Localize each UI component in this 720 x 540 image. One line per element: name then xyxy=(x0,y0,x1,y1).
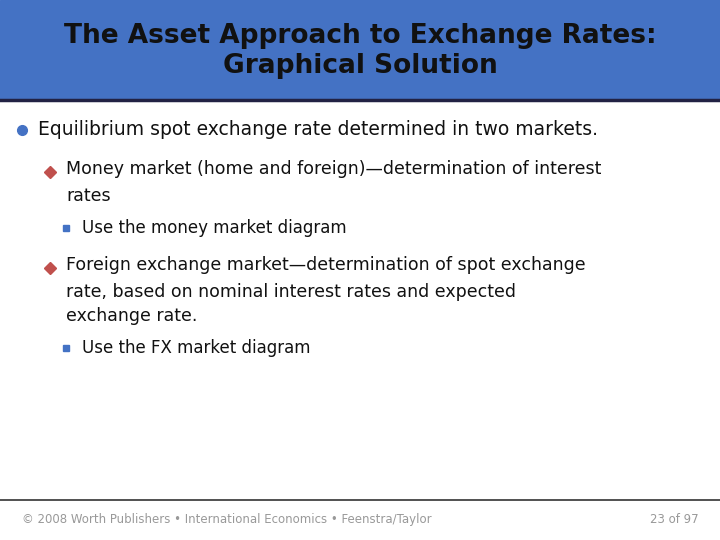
Text: © 2008 Worth Publishers • International Economics • Feenstra/Taylor: © 2008 Worth Publishers • International … xyxy=(22,513,431,526)
Text: Money market (home and foreign)—determination of interest: Money market (home and foreign)—determin… xyxy=(66,160,601,178)
Text: 23 of 97: 23 of 97 xyxy=(649,513,698,526)
Text: rates: rates xyxy=(66,187,111,205)
Text: Use the money market diagram: Use the money market diagram xyxy=(82,219,346,237)
Text: Graphical Solution: Graphical Solution xyxy=(222,53,498,79)
Text: Use the FX market diagram: Use the FX market diagram xyxy=(82,339,310,357)
Text: The Asset Approach to Exchange Rates:: The Asset Approach to Exchange Rates: xyxy=(63,23,657,50)
Text: Foreign exchange market—determination of spot exchange: Foreign exchange market—determination of… xyxy=(66,256,585,274)
Text: rate, based on nominal interest rates and expected: rate, based on nominal interest rates an… xyxy=(66,283,516,301)
Text: Equilibrium spot exchange rate determined in two markets.: Equilibrium spot exchange rate determine… xyxy=(38,120,598,139)
Text: exchange rate.: exchange rate. xyxy=(66,307,197,325)
